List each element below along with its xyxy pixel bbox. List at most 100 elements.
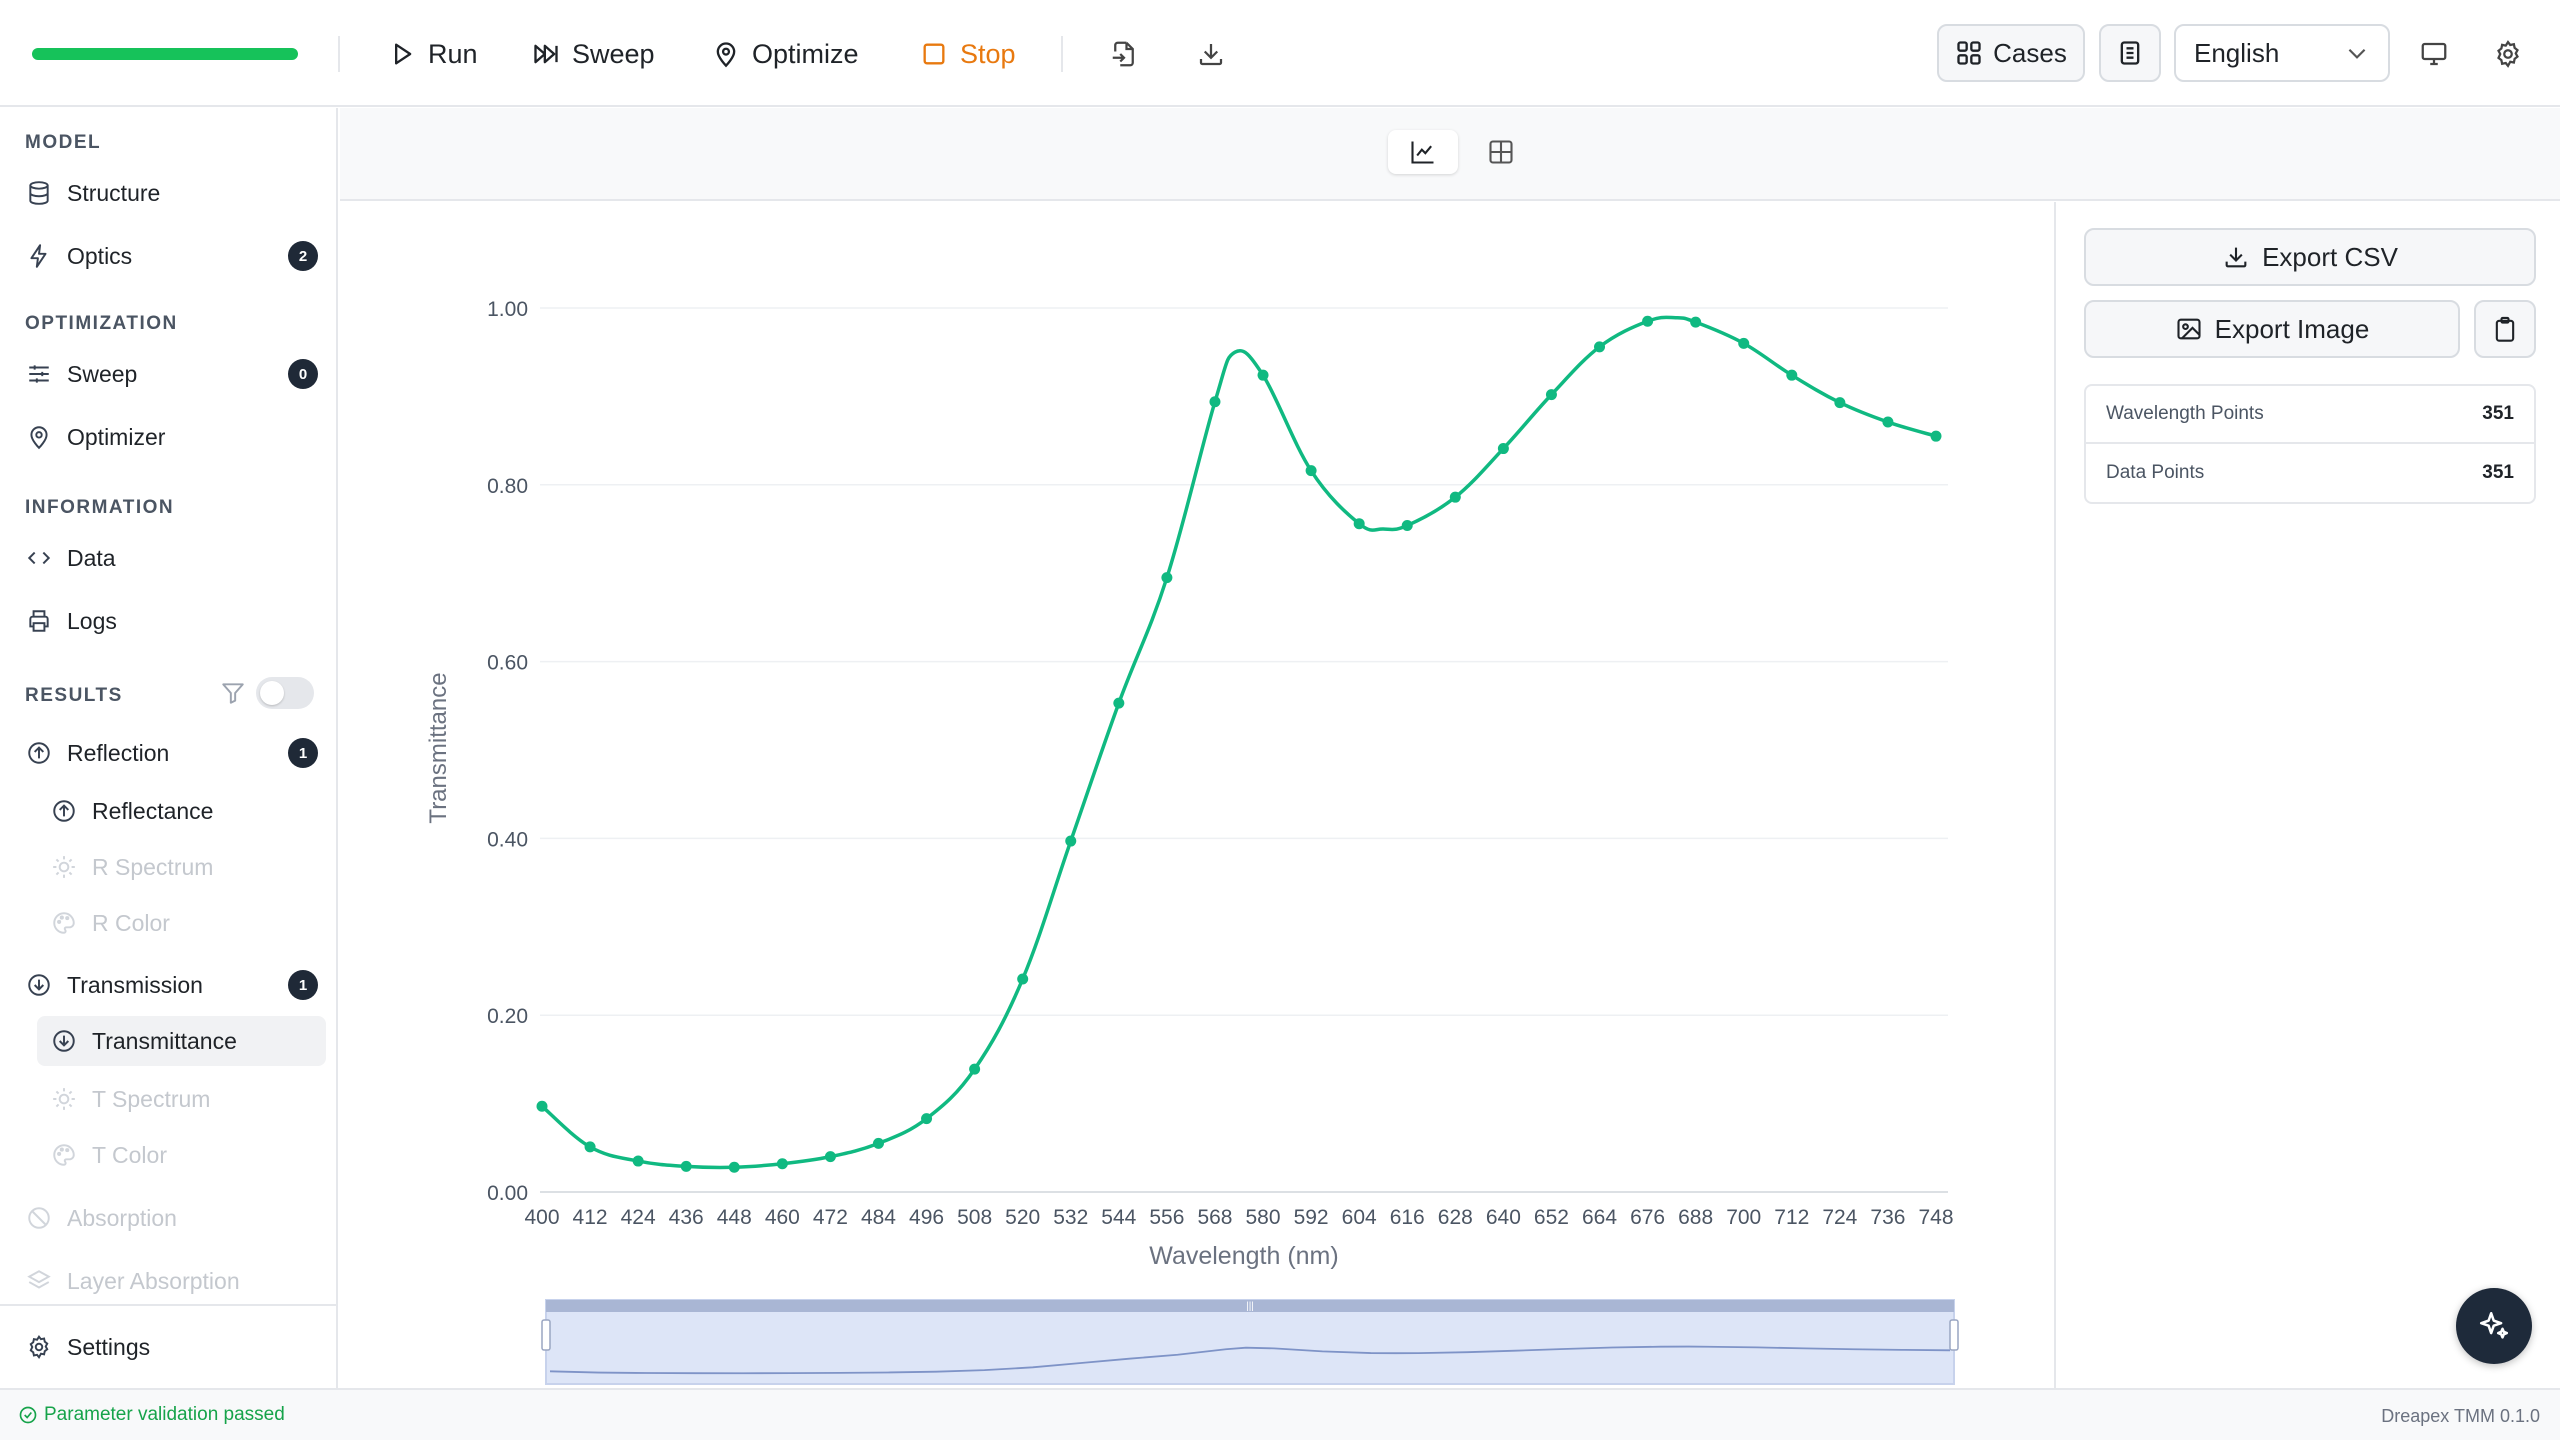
data-point[interactable]: [1545, 389, 1557, 401]
lightning-icon: [25, 242, 53, 270]
data-point[interactable]: [1690, 316, 1702, 328]
range-handle-right[interactable]: [1949, 1319, 1959, 1351]
monitor-icon: [2421, 42, 2447, 66]
data-point[interactable]: [1497, 443, 1509, 455]
right-panel: Export CSV Export Image Wavelength Point…: [2054, 202, 2560, 1388]
import-file-button[interactable]: [1104, 34, 1144, 74]
top-toolbar: Run Sweep Optimize Stop Cases English: [0, 0, 2560, 107]
data-point[interactable]: [1882, 416, 1894, 428]
data-point[interactable]: [1449, 491, 1461, 503]
transmittance-chart[interactable]: 0.00 0.20 0.40 0.60 0.80 1.00 400 412 424 436 448…: [340, 202, 2054, 1388]
data-point[interactable]: [1161, 572, 1173, 584]
data-point[interactable]: [1305, 465, 1317, 477]
y-tick-label: 0.80: [487, 475, 528, 498]
palette-icon: [50, 909, 78, 937]
data-point[interactable]: [536, 1100, 548, 1112]
sidebar-item-sweep[interactable]: Sweep 0: [25, 349, 318, 399]
display-button[interactable]: [2414, 34, 2454, 74]
cases-button[interactable]: Cases: [1937, 24, 2085, 82]
sweep-button[interactable]: Sweep: [532, 30, 655, 78]
sidebar-item-transmittance[interactable]: Transmittance: [37, 1016, 326, 1066]
sidebar-item-optimizer[interactable]: Optimizer: [25, 412, 315, 462]
sidebar-item-label: Transmission: [67, 971, 203, 998]
data-point[interactable]: [584, 1141, 596, 1153]
download-button[interactable]: [1191, 34, 1231, 74]
arrow-up-circle-icon: [50, 797, 78, 825]
sidebar-item-label: Settings: [67, 1333, 151, 1360]
range-handle-left[interactable]: [541, 1319, 551, 1351]
data-point[interactable]: [969, 1063, 981, 1075]
sidebar-item-optics[interactable]: Optics 2: [25, 231, 318, 281]
data-point[interactable]: [824, 1151, 836, 1163]
data-point[interactable]: [921, 1113, 933, 1125]
data-point[interactable]: [1113, 697, 1125, 709]
data-point[interactable]: [1930, 430, 1942, 442]
sidebar-item-transmission[interactable]: Transmission 1: [25, 960, 318, 1010]
data-point[interactable]: [728, 1161, 740, 1173]
range-slider[interactable]: |||: [541, 1299, 1959, 1385]
data-point[interactable]: [1642, 315, 1654, 327]
x-tick-label: 568: [1197, 1206, 1232, 1229]
stop-button[interactable]: Stop: [920, 30, 1016, 78]
ai-assistant-button[interactable]: [2456, 1288, 2532, 1364]
sidebar-item-reflectance[interactable]: Reflectance: [50, 786, 315, 836]
x-tick-label: 460: [765, 1206, 800, 1229]
sidebar-item-label: R Spectrum: [92, 853, 214, 880]
export-csv-button[interactable]: Export CSV: [2084, 228, 2536, 286]
stat-value: 351: [2482, 403, 2514, 424]
data-point[interactable]: [1257, 369, 1269, 381]
sidebar-divider: [0, 1304, 338, 1306]
x-tick-label: 676: [1630, 1206, 1665, 1229]
play-icon: [395, 43, 412, 65]
sun-icon: [50, 853, 78, 881]
data-point[interactable]: [632, 1155, 644, 1167]
x-tick-label: 580: [1246, 1206, 1281, 1229]
series-line: [540, 315, 1937, 1170]
settings-button[interactable]: [2488, 34, 2528, 74]
sidebar-item-label: Transmittance: [92, 1027, 237, 1054]
stop-square-icon: [923, 43, 945, 65]
sidebar-item-settings[interactable]: Settings: [25, 1322, 315, 1372]
sidebar-item-label: Structure: [67, 179, 161, 206]
x-tick-label: 664: [1582, 1206, 1617, 1229]
run-button[interactable]: Run: [388, 30, 478, 78]
data-point[interactable]: [680, 1160, 692, 1172]
arrow-up-circle-icon: [25, 739, 53, 767]
data-point[interactable]: [1065, 835, 1077, 847]
data-point[interactable]: [776, 1158, 788, 1170]
toolbar-divider: [338, 36, 340, 72]
x-tick-label: 592: [1294, 1206, 1329, 1229]
stat-row: Data Points 351: [2086, 444, 2534, 502]
layers-icon: [25, 1267, 53, 1295]
sidebar-item-label: Layer Absorption: [67, 1267, 240, 1294]
data-point[interactable]: [1834, 397, 1846, 409]
x-tick-label: 424: [621, 1206, 656, 1229]
sidebar-item-reflection[interactable]: Reflection 1: [25, 728, 318, 778]
x-tick-label: 700: [1726, 1206, 1761, 1229]
data-point[interactable]: [1738, 337, 1750, 349]
data-point[interactable]: [1401, 519, 1413, 531]
data-point[interactable]: [1209, 396, 1221, 408]
table-view-toggle[interactable]: [1466, 130, 1536, 174]
x-tick-label: 400: [524, 1206, 559, 1229]
copy-clipboard-button[interactable]: [2474, 300, 2536, 358]
sidebar-item-logs[interactable]: Logs: [25, 596, 315, 646]
language-select[interactable]: English: [2174, 24, 2390, 82]
x-axis-label: Wavelength (nm): [1149, 1242, 1338, 1270]
results-filter-toggle[interactable]: [256, 677, 314, 709]
optimize-button[interactable]: Optimize: [712, 30, 859, 78]
data-point[interactable]: [1786, 369, 1798, 381]
filter-icon[interactable]: [220, 680, 246, 706]
data-point[interactable]: [1594, 341, 1606, 353]
export-image-button[interactable]: Export Image: [2084, 300, 2460, 358]
x-tick-label: 712: [1774, 1206, 1809, 1229]
clipboard-icon: [2495, 316, 2515, 342]
data-point[interactable]: [872, 1137, 884, 1149]
data-point[interactable]: [1017, 973, 1029, 985]
sidebar-item-structure[interactable]: Structure: [25, 168, 315, 218]
data-point[interactable]: [1353, 518, 1365, 530]
notes-button[interactable]: [2099, 24, 2161, 82]
grid-icon: [1957, 41, 1981, 65]
sidebar-item-data[interactable]: Data: [25, 533, 315, 583]
chart-view-toggle[interactable]: [1388, 130, 1458, 174]
